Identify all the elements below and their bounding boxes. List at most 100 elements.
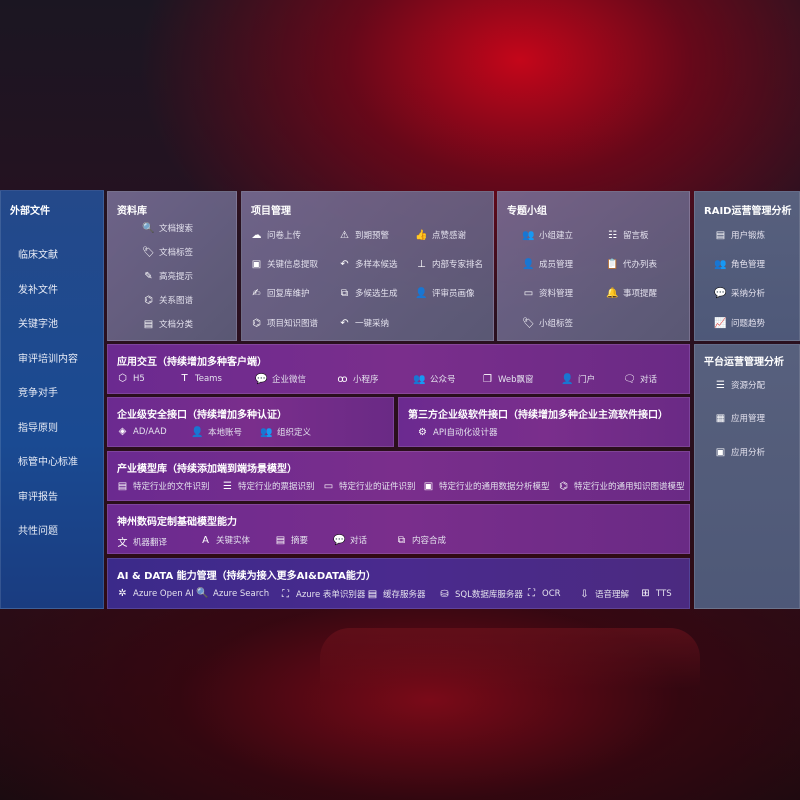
aidata-item[interactable]: ⛶ OCR xyxy=(525,588,561,599)
raid-item[interactable]: 💬 采纳分析 xyxy=(714,287,766,300)
raid-item[interactable]: ▤ 用户锻炼 xyxy=(714,229,765,242)
speech-icon: ⇩ xyxy=(580,588,589,600)
thirdparty-item[interactable]: ⚙ API自动化设计器 xyxy=(416,426,497,439)
tag-icon: 🏷 xyxy=(522,317,535,329)
external-file-item[interactable]: 审评报告 xyxy=(18,491,58,503)
interaction-item[interactable]: ꝏ 小程序 xyxy=(336,373,378,386)
library-item[interactable]: ▤ 文档分类 xyxy=(142,318,193,331)
basemodel-item-label: 对话 xyxy=(350,536,368,546)
receipt-icon: ☰ xyxy=(223,480,232,492)
interaction-item[interactable]: T Teams xyxy=(178,373,221,384)
external-file-item[interactable]: 共性问题 xyxy=(18,526,58,537)
basemodel-item[interactable]: ▤ 摘要 xyxy=(274,534,308,547)
project-item[interactable]: 👤 评审员画像 xyxy=(415,287,474,300)
aidata-item-label: SQL数据库服务器 xyxy=(455,590,523,600)
aidata-title: AI & DATA 能力管理（持续为接入更多AI&DATA能力） xyxy=(117,571,376,582)
basemodel-item-label: 内容合成 xyxy=(412,536,447,546)
basemodel-item[interactable]: A 关键实体 xyxy=(199,534,251,547)
library-item[interactable]: 🔍 文档搜索 xyxy=(142,222,194,235)
basemodel-item[interactable]: 文机器翻译 xyxy=(116,534,168,550)
ad-icon: ◈ xyxy=(118,426,127,437)
thirdparty-panel: 第三方企业级软件接口（持续增加多种企业主流软件接口） xyxy=(398,397,690,447)
external-file-item[interactable]: 发补文件 xyxy=(18,284,58,296)
project-item[interactable]: ⊥ 内部专家排名 xyxy=(415,258,483,271)
aidata-item[interactable]: ▤ 缓存服务器 xyxy=(366,588,426,601)
group-item[interactable]: 👤 成员管理 xyxy=(522,258,573,271)
tag-icon: 🏷 xyxy=(142,246,155,258)
project-item[interactable]: 👍 点赞感谢 xyxy=(415,229,467,242)
doc-category-icon: ▤ xyxy=(143,318,154,330)
industry-item[interactable]: ⌬ 特定行业的通用知识图谱模型 xyxy=(557,480,684,493)
thirdparty-title: 第三方企业级软件接口（持续增加多种企业主流软件接口） xyxy=(408,410,668,421)
platform-item[interactable]: ▦ 应用管理 xyxy=(714,412,765,425)
project-item[interactable]: ☁ 问卷上传 xyxy=(250,229,302,242)
raid-item[interactable]: 📈 问题趋势 xyxy=(714,317,765,330)
industry-item[interactable]: ▤ 特定行业的文件识别 xyxy=(116,480,210,493)
interaction-item[interactable]: ❐ Web飘窗 xyxy=(481,373,534,386)
platform-item[interactable]: ☰ 资源分配 xyxy=(714,379,766,392)
group-item[interactable]: 👥 小组建立 xyxy=(522,229,573,242)
external-file-item[interactable]: 关键字池 xyxy=(18,319,58,330)
industry-item[interactable]: ☰ 特定行业的票据识别 xyxy=(221,480,315,493)
security-item[interactable]: ◈ AD/AAD xyxy=(116,426,167,437)
interaction-item[interactable]: 💬 企业微信 xyxy=(255,373,306,386)
external-file-item[interactable]: 标管中心标准 xyxy=(18,457,78,468)
industry-item-label: 特定行业的文件识别 xyxy=(133,482,210,492)
interaction-item-label: 门户 xyxy=(578,375,596,385)
project-item[interactable]: ↶ 多样本候选 xyxy=(338,258,398,271)
aidata-item-label: TTS xyxy=(656,588,672,599)
project-item[interactable]: ▣ 关键信息提取 xyxy=(250,258,318,271)
group-item-label: 资料管理 xyxy=(539,289,574,299)
group-item[interactable]: ☷ 留言板 xyxy=(606,229,649,242)
user-add-icon: 👤 xyxy=(522,258,535,270)
basemodel-item-label: 关键实体 xyxy=(216,536,251,546)
interaction-item[interactable]: 👤 门户 xyxy=(561,373,596,386)
external-file-item[interactable]: 审评培训内容 xyxy=(18,353,78,365)
basemodel-item[interactable]: ⧉ 内容合成 xyxy=(395,534,447,547)
edit-icon: ✍ xyxy=(252,287,261,299)
library-item[interactable]: 🏷 文档标签 xyxy=(142,246,193,259)
aidata-item[interactable]: 🔍 Azure Search xyxy=(196,588,269,599)
aidata-item[interactable]: ⛶ Azure 表单识别器 xyxy=(279,588,365,601)
platform-item[interactable]: ▣ 应用分析 xyxy=(714,446,765,459)
external-file-item[interactable]: 指导原则 xyxy=(18,422,58,434)
external-file-item[interactable]: 临床文献 xyxy=(18,250,58,261)
industry-item[interactable]: ▣ 特定行业的通用数据分析模型 xyxy=(422,480,550,493)
aidata-panel: AI & DATA 能力管理（持续为接入更多AI&DATA能力） xyxy=(107,558,690,609)
group-item[interactable]: 🏷 小组标签 xyxy=(522,317,573,330)
project-item[interactable]: ↶ 一键采纳 xyxy=(338,317,389,330)
security-item[interactable]: 👤 本地账号 xyxy=(191,426,242,439)
analysis-icon: ▣ xyxy=(715,446,726,458)
id-card-icon: ▭ xyxy=(323,480,334,492)
official-account-icon: 👥 xyxy=(413,373,426,385)
interaction-title: 应用交互（持续增加多种客户端） xyxy=(117,357,267,368)
aidata-item[interactable]: ⛁ SQL数据库服务器 xyxy=(438,588,523,601)
group-item[interactable]: 📋 代办列表 xyxy=(606,258,657,271)
project-item[interactable]: ✍ 回复库维护 xyxy=(250,287,309,300)
aidata-item[interactable]: ⇩ 语音理解 xyxy=(578,588,629,601)
basemodel-item[interactable]: 💬 对话 xyxy=(333,534,368,547)
industry-item[interactable]: ▭ 特定行业的证件识别 xyxy=(322,480,416,493)
external-file-item[interactable]: 竞争对手 xyxy=(18,388,58,399)
project-item[interactable]: ⌬ 项目知识图谱 xyxy=(250,317,318,330)
security-item[interactable]: 👥 组织定义 xyxy=(260,426,311,439)
aidata-item[interactable]: ⊞ TTS xyxy=(639,588,672,599)
interaction-item[interactable]: 👥 公众号 xyxy=(413,373,455,386)
project-item[interactable]: ⧉ 多候选生成 xyxy=(338,287,398,300)
raid-item-label: 采纳分析 xyxy=(731,289,766,299)
raid-item[interactable]: 👥 角色管理 xyxy=(714,258,765,271)
interaction-item[interactable]: ⬡ H5 xyxy=(116,373,145,384)
group-item[interactable]: 🔔 事项提醒 xyxy=(606,287,657,300)
library-item[interactable]: ✎ 高亮提示 xyxy=(142,270,193,283)
aidata-item[interactable]: ✲ Azure Open AI xyxy=(116,588,193,599)
project-item-label: 点赞感谢 xyxy=(432,231,467,241)
project-item-label: 多样本候选 xyxy=(355,260,398,270)
group-item[interactable]: ▭ 资料管理 xyxy=(522,287,574,300)
basemodel-title: 神州数码定制基础模型能力 xyxy=(117,517,237,528)
puzzle-icon: ⧉ xyxy=(397,534,406,546)
interaction-item[interactable]: 🗨 对话 xyxy=(623,373,657,386)
platform-item-label: 资源分配 xyxy=(731,381,766,391)
library-item[interactable]: ⌬ 关系图谱 xyxy=(142,294,193,307)
project-item[interactable]: ⚠ 到期预警 xyxy=(338,229,389,242)
library-item-label: 文档搜索 xyxy=(159,224,194,234)
